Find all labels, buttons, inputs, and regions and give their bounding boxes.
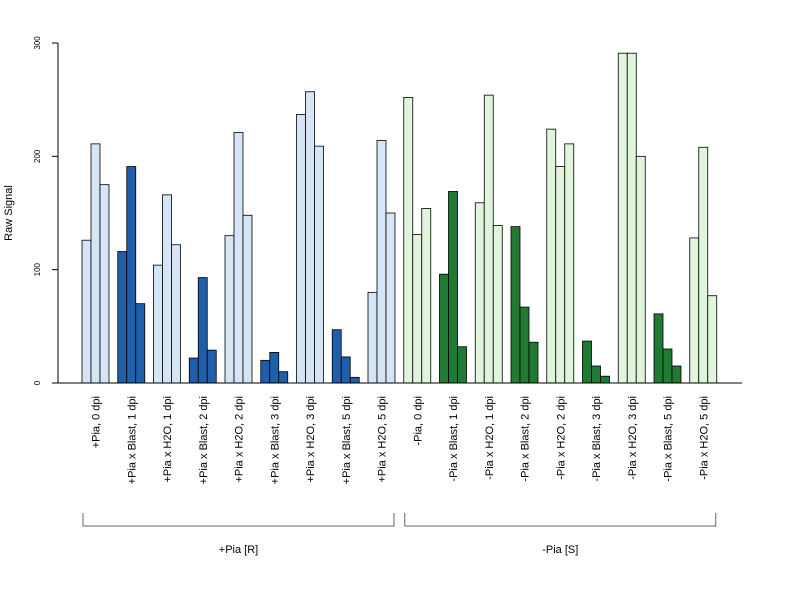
group-bracket: [404, 513, 717, 527]
bar: [510, 226, 521, 384]
bar: [171, 244, 181, 384]
bar: [457, 346, 467, 384]
bar: [340, 356, 351, 384]
x-tick-label: +Pia x Blast, 5 dpi: [341, 396, 353, 484]
x-tick-label: +Pia x Blast, 2 dpi: [198, 396, 210, 484]
bar: [483, 94, 494, 384]
bar: [564, 143, 575, 384]
x-tick-label: +Pia x Blast, 1 dpi: [126, 396, 138, 484]
x-tick-label: -Pia x Blast, 2 dpi: [520, 396, 532, 482]
bar: [600, 375, 610, 384]
x-tick-label: -Pia x Blast, 5 dpi: [663, 396, 675, 482]
x-tick-label: +Pia x H2O, 1 dpi: [162, 396, 174, 483]
bar: [528, 341, 539, 384]
bar: [126, 166, 137, 384]
bar: [197, 277, 208, 384]
y-tick-label: 100: [33, 262, 42, 276]
bar: [260, 359, 271, 384]
bar: [135, 303, 146, 384]
bar: [314, 145, 324, 384]
bar: [153, 264, 163, 384]
group-bracket-label: +Pia [R]: [219, 544, 258, 556]
x-tick-label: -Pia x H2O, 2 dpi: [555, 396, 567, 480]
bar: [626, 52, 637, 384]
bar: [555, 166, 566, 384]
bar: [206, 349, 217, 384]
bar: [412, 234, 423, 384]
bar: [448, 191, 458, 384]
x-tick-label: -Pia x Blast, 3 dpi: [591, 396, 603, 482]
y-tick-label: 200: [33, 149, 42, 163]
x-tick-label: -Pia, 0 dpi: [412, 396, 424, 446]
x-tick-label: +Pia x Blast, 3 dpi: [269, 396, 281, 484]
x-axis-category-labels: +Pia, 0 dpi +Pia x Blast, 1 dpi +Pia x H2O…: [91, 396, 711, 484]
bar: [99, 184, 110, 384]
group-brackets: +Pia [R] -Pia [S]: [82, 513, 717, 556]
bars-layer: [81, 52, 718, 384]
x-tick-label: +Pia x H2O, 5 dpi: [377, 396, 389, 483]
y-axis-title: Raw Signal: [3, 185, 15, 241]
x-tick-label: -Pia x H2O, 1 dpi: [484, 396, 496, 480]
bar: [233, 132, 244, 384]
x-tick-label: -Pia x H2O, 5 dpi: [698, 396, 710, 480]
bar: [296, 114, 306, 384]
bar: [305, 91, 315, 384]
bar: [367, 291, 378, 384]
bar: [278, 371, 289, 384]
bar: [421, 208, 432, 384]
bar: [403, 97, 414, 384]
x-tick-label: +Pia, 0 dpi: [91, 396, 103, 448]
bar: [662, 348, 673, 384]
bar: [81, 239, 92, 384]
bar: [546, 128, 557, 384]
bar: [385, 212, 396, 384]
bar: [376, 140, 387, 384]
group-bracket: [82, 513, 395, 527]
bar: [242, 214, 253, 384]
bar: [617, 52, 628, 384]
y-tick-label: 300: [33, 36, 42, 50]
bar: [492, 225, 503, 384]
bar: [474, 202, 485, 384]
bar: [591, 365, 601, 384]
bar: [671, 365, 682, 384]
bar: [689, 237, 700, 384]
bar: [162, 194, 172, 384]
bar: [188, 357, 199, 384]
bar: [349, 376, 360, 384]
x-tick-label: +Pia x H2O, 2 dpi: [234, 396, 246, 483]
bar: [224, 235, 235, 384]
bar: [698, 146, 709, 384]
bar: [653, 313, 664, 384]
bar: [439, 273, 449, 384]
bar: [117, 251, 128, 384]
bar: [519, 306, 530, 384]
bar: [582, 340, 592, 384]
bar: [707, 295, 718, 384]
bar: [90, 143, 101, 384]
bar: [635, 155, 646, 384]
x-tick-label: +Pia x H2O, 3 dpi: [305, 396, 317, 483]
group-bracket-label: -Pia [S]: [542, 544, 578, 556]
y-axis-ticks: 0 100 200 300: [33, 36, 58, 385]
y-tick-label: 0: [33, 380, 42, 385]
bar: [331, 329, 342, 384]
x-tick-label: -Pia x Blast, 1 dpi: [448, 396, 460, 482]
x-tick-label: -Pia x H2O, 3 dpi: [627, 396, 639, 480]
bar: [269, 351, 280, 384]
